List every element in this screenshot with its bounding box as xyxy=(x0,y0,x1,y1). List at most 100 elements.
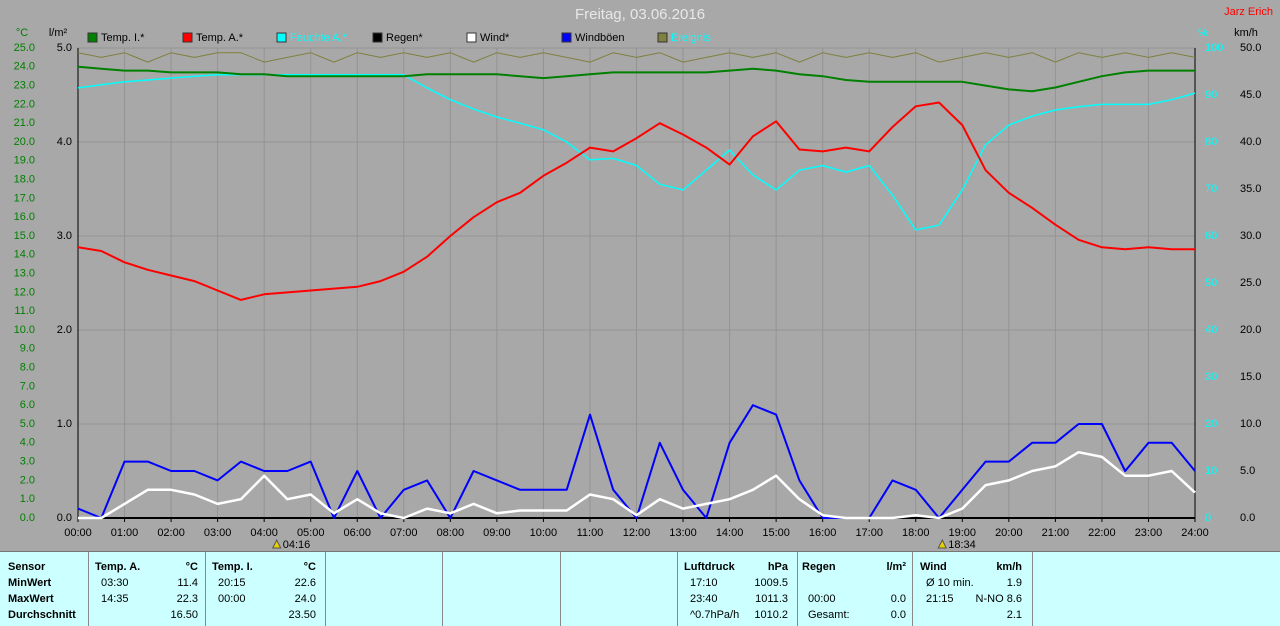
x-tick-label: 10:00 xyxy=(530,527,558,539)
y-tick-label: 13.0 xyxy=(14,268,35,280)
cell-time: 14:35 xyxy=(101,593,129,605)
series-line xyxy=(78,450,1196,520)
divider xyxy=(560,552,561,626)
legend-swatch xyxy=(561,32,572,43)
cell-value: 1009.5 xyxy=(754,577,788,589)
divider xyxy=(88,552,89,626)
row-label: MinWert xyxy=(8,577,52,589)
group-unit: °C xyxy=(185,561,198,573)
legend-swatch xyxy=(87,32,98,43)
y-tick-label: 1.0 xyxy=(20,493,35,505)
y-tick-label: 16.0 xyxy=(14,211,35,223)
x-tick-label: 24:00 xyxy=(1181,527,1209,539)
cell-value: 16.50 xyxy=(170,609,198,621)
y4-tick-label: 20 xyxy=(1205,418,1217,430)
legend-swatch xyxy=(657,32,668,43)
y4-tick-label: 30 xyxy=(1205,371,1217,383)
x-tick-label: 08:00 xyxy=(437,527,465,539)
y4-tick-label: 60 xyxy=(1205,230,1217,242)
cell-value: 1.9 xyxy=(1006,577,1022,589)
y2-tick-label: 0.0 xyxy=(1240,512,1255,524)
y2-tick-label: 30.0 xyxy=(1240,230,1261,242)
x-tick-label: 21:00 xyxy=(1042,527,1070,539)
cell-time: ^0.7hPa/h xyxy=(690,609,740,621)
y2-tick-label: 35.0 xyxy=(1240,183,1261,195)
cell-time: 21:15 xyxy=(926,593,954,605)
series-line xyxy=(77,404,1196,519)
y2-tick-label: 40.0 xyxy=(1240,136,1261,148)
legend-label: Ereignis xyxy=(671,32,711,44)
row-label: Durchschnitt xyxy=(8,609,76,621)
x-tick-label: 13:00 xyxy=(669,527,697,539)
annotation: 04:16 xyxy=(283,539,311,551)
legend-swatch xyxy=(466,32,477,43)
y-tick-label: 3.0 xyxy=(20,456,35,468)
x-tick-label: 17:00 xyxy=(855,527,883,539)
y2-tick-label: 5.0 xyxy=(1240,465,1255,477)
y-tick-label: 4.0 xyxy=(20,437,35,449)
group-header: Temp. A. xyxy=(95,561,141,573)
y-tick-label: 21.0 xyxy=(14,117,35,129)
x-tick-label: 23:00 xyxy=(1135,527,1163,539)
chart-title: Freitag, 03.06.2016 xyxy=(575,6,705,23)
y2-tick-label: 50.0 xyxy=(1240,42,1261,54)
divider xyxy=(325,552,326,626)
x-tick-label: 06:00 xyxy=(343,527,371,539)
x-tick-label: 18:00 xyxy=(902,527,930,539)
y4-tick-label: 100 xyxy=(1205,42,1223,54)
divider xyxy=(677,552,678,626)
divider xyxy=(912,552,913,626)
row-label: Sensor xyxy=(8,561,46,573)
x-tick-label: 22:00 xyxy=(1088,527,1116,539)
y3-tick-label: 4.0 xyxy=(57,136,72,148)
y-tick-label: 6.0 xyxy=(20,399,35,411)
y4-tick-label: 0 xyxy=(1205,512,1211,524)
y2-tick-label: 25.0 xyxy=(1240,277,1261,289)
cell-value: N-NO 8.6 xyxy=(975,593,1022,605)
y-tick-label: 15.0 xyxy=(14,230,35,242)
y-tick-label: 12.0 xyxy=(14,286,35,298)
x-tick-label: 11:00 xyxy=(577,527,604,539)
y2-tick-label: 15.0 xyxy=(1240,371,1261,383)
group-unit: °C xyxy=(303,561,316,573)
cell-time: 17:10 xyxy=(690,577,718,589)
chart: Freitag, 03.06.2016 Jarz Erich °C l/m² %… xyxy=(14,6,1273,551)
y3-tick-label: 3.0 xyxy=(57,230,72,242)
row-label: MaxWert xyxy=(8,593,54,605)
y4-axis-unit: % xyxy=(1198,27,1208,39)
x-tick-label: 03:00 xyxy=(204,527,232,539)
y3-tick-label: 1.0 xyxy=(57,418,72,430)
cell-value: 2.1 xyxy=(1006,609,1022,621)
x-tick-label: 07:00 xyxy=(390,527,418,539)
y2-tick-label: 45.0 xyxy=(1240,89,1261,101)
x-tick-label: 05:00 xyxy=(297,527,325,539)
y4-tick-label: 10 xyxy=(1205,465,1217,477)
y-tick-label: 8.0 xyxy=(20,362,35,374)
author: Jarz Erich xyxy=(1224,6,1273,18)
legend-label: Wind* xyxy=(480,32,510,44)
cell-time: 00:00 xyxy=(218,593,246,605)
group-header: Wind xyxy=(920,561,947,573)
x-tick-label: 19:00 xyxy=(949,527,977,539)
y2-tick-label: 10.0 xyxy=(1240,418,1261,430)
cell-value: 0.0 xyxy=(890,609,906,621)
y-tick-label: 24.0 xyxy=(14,61,35,73)
cell-time: 00:00 xyxy=(808,593,836,605)
annotation: 18:34 xyxy=(948,539,976,551)
cell-value: 23.50 xyxy=(288,609,316,621)
group-unit: km/h xyxy=(996,561,1022,573)
y-tick-label: 22.0 xyxy=(14,98,35,110)
cell-time: Ø 10 min. xyxy=(926,577,974,589)
y2-axis-unit: km/h xyxy=(1234,27,1258,39)
y-tick-label: 19.0 xyxy=(14,155,35,167)
y-tick-label: 25.0 xyxy=(14,42,35,54)
group-header: Temp. I. xyxy=(212,561,253,573)
y3-tick-label: 0.0 xyxy=(57,512,72,524)
y4-tick-label: 90 xyxy=(1205,89,1217,101)
x-tick-label: 00:00 xyxy=(64,527,92,539)
divider xyxy=(797,552,798,626)
legend-label: Regen* xyxy=(386,32,423,44)
y-tick-label: 10.0 xyxy=(14,324,35,336)
legend-swatch xyxy=(182,32,193,43)
